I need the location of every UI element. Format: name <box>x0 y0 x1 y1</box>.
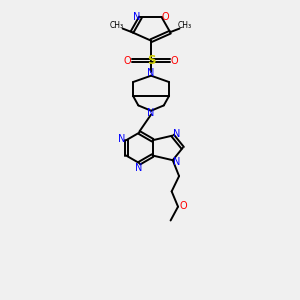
Text: N: N <box>173 129 181 139</box>
Text: O: O <box>124 56 131 66</box>
Text: S: S <box>147 54 155 67</box>
Text: O: O <box>162 12 169 22</box>
Text: CH₃: CH₃ <box>178 21 192 30</box>
Text: N: N <box>135 163 142 173</box>
Text: N: N <box>173 157 181 167</box>
Text: N: N <box>147 108 155 118</box>
Text: CH₃: CH₃ <box>110 21 124 30</box>
Text: O: O <box>171 56 178 66</box>
Text: N: N <box>133 12 140 22</box>
Text: O: O <box>179 201 187 211</box>
Text: N: N <box>147 68 155 78</box>
Text: N: N <box>118 134 125 143</box>
